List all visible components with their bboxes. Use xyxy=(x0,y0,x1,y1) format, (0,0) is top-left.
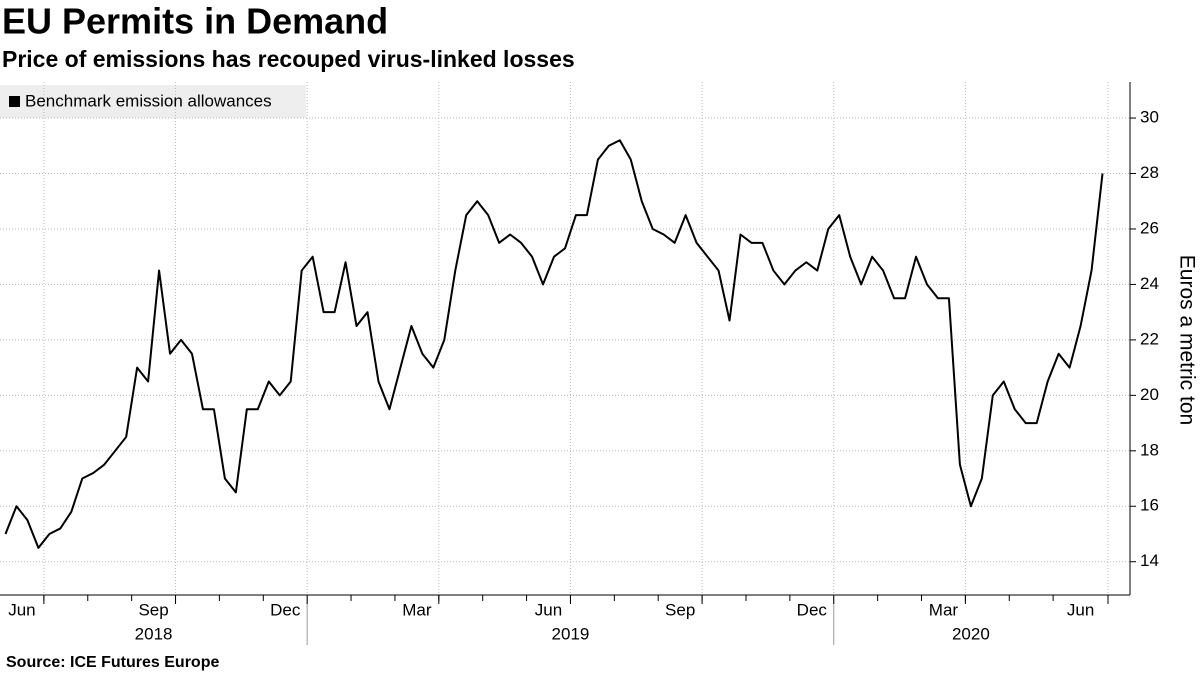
x-tick-label: Jun xyxy=(535,600,562,619)
x-tick-label: Mar xyxy=(402,600,432,619)
x-group-label: 2018 xyxy=(135,624,173,643)
x-group-label: 2020 xyxy=(952,624,990,643)
line xyxy=(4,139,1104,549)
legend-label: Benchmark emission allowances xyxy=(25,91,272,110)
y-tick-label: 14 xyxy=(1140,551,1159,570)
x-group-label: 2019 xyxy=(552,624,590,643)
y-tick-label: 16 xyxy=(1140,496,1159,515)
source: Source: ICE Futures Europe xyxy=(6,654,219,671)
y-tick-label: 30 xyxy=(1140,108,1159,127)
y-tick-label: 22 xyxy=(1140,329,1159,348)
x-tick-label: Jun xyxy=(1067,600,1094,619)
x-tick-label: Mar xyxy=(929,600,959,619)
y-tick-label: 28 xyxy=(1140,163,1159,182)
chart-subtitle: Price of emissions has recouped virus-li… xyxy=(2,46,575,72)
y-tick-label: 26 xyxy=(1140,218,1159,237)
legend-swatch xyxy=(9,96,20,107)
y-tick-label: 20 xyxy=(1140,385,1159,404)
y-tick-label: 18 xyxy=(1140,440,1159,459)
y-tick-label: 24 xyxy=(1140,274,1159,293)
x-tick-label: Dec xyxy=(797,600,828,619)
y-axis-label: Euros a metric ton xyxy=(1175,255,1198,425)
legend-box xyxy=(0,85,306,118)
x-tick-label: Sep xyxy=(138,600,168,619)
x-tick-label: Sep xyxy=(665,600,695,619)
x-tick-label: Dec xyxy=(270,600,301,619)
x-tick-label: Jun xyxy=(8,600,35,619)
chart-title: EU Permits in Demand xyxy=(2,1,388,42)
